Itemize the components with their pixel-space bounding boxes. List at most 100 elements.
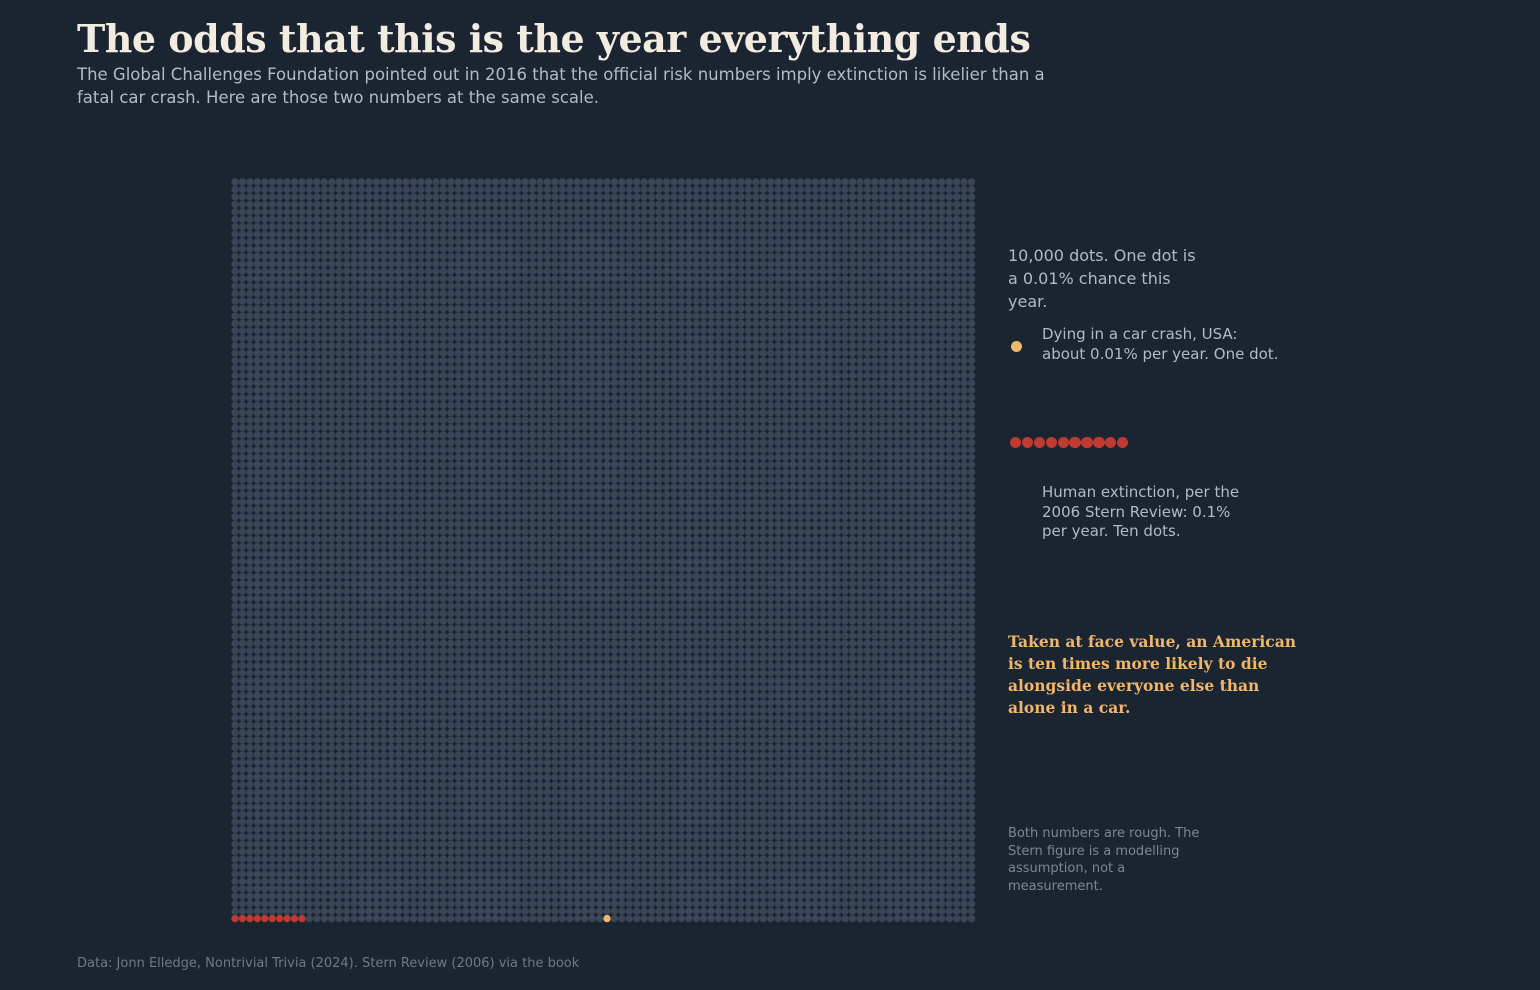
grid-dot — [685, 215, 693, 223]
grid-dot — [357, 245, 366, 253]
grid-dot — [952, 483, 961, 491]
grid-dot — [618, 483, 626, 491]
grid-dot — [930, 416, 939, 424]
grid-dot — [744, 349, 753, 357]
grid-dot — [275, 319, 284, 328]
grid-dot — [588, 490, 596, 499]
grid-dot — [908, 252, 916, 261]
grid-dot — [551, 341, 559, 350]
grid-dot — [960, 178, 968, 186]
grid-dot — [432, 222, 440, 231]
grid-dot — [387, 483, 395, 491]
grid-dot — [774, 341, 782, 350]
grid-dot — [677, 341, 686, 350]
grid-dot — [878, 498, 886, 506]
grid-dot — [833, 401, 842, 409]
grid-dot — [960, 245, 968, 253]
grid-dot — [521, 483, 529, 491]
grid-dot — [328, 193, 336, 201]
grid-dot — [514, 178, 522, 186]
grid-dot — [491, 237, 500, 246]
grid-dot — [573, 371, 581, 380]
grid-dot — [863, 267, 872, 275]
grid-dot — [819, 475, 827, 484]
grid-dot — [952, 200, 961, 209]
grid-dot — [365, 245, 373, 253]
grid-dot — [328, 505, 336, 514]
grid-dot — [811, 535, 820, 543]
grid-dot — [841, 304, 849, 313]
grid-dot — [514, 401, 522, 409]
grid-dot — [566, 535, 574, 543]
grid-dot — [811, 446, 820, 454]
grid-dot — [350, 527, 358, 536]
grid-dot — [365, 215, 373, 223]
grid-dot — [685, 468, 693, 476]
grid-dot — [357, 200, 366, 209]
grid-dot — [275, 260, 284, 268]
grid-dot — [655, 208, 663, 216]
grid-dot — [886, 416, 894, 424]
grid-dot — [819, 371, 827, 380]
grid-dot — [551, 297, 559, 305]
grid-dot — [744, 483, 753, 491]
grid-dot — [566, 230, 574, 238]
grid-dot — [432, 200, 440, 209]
grid-dot — [610, 520, 619, 528]
grid-dot — [409, 505, 418, 514]
grid-dot — [633, 297, 641, 305]
grid-dot — [365, 453, 373, 461]
grid-dot — [350, 379, 358, 387]
grid-dot — [781, 498, 790, 506]
grid-dot — [320, 222, 328, 231]
grid-dot — [261, 468, 269, 476]
grid-dot — [551, 349, 559, 357]
grid-dot — [588, 312, 596, 320]
grid-dot — [506, 453, 514, 461]
grid-dot — [491, 208, 500, 216]
grid-dot — [588, 431, 596, 439]
grid-dot — [499, 178, 507, 186]
grid-dot — [647, 193, 656, 201]
grid-dot — [290, 431, 299, 439]
grid-dot — [938, 327, 946, 335]
grid-dot — [945, 237, 953, 246]
grid-dot — [625, 423, 634, 432]
grid-dot — [350, 542, 358, 551]
grid-dot — [514, 505, 522, 514]
grid-dot — [848, 535, 857, 543]
grid-dot — [447, 490, 455, 499]
grid-dot — [484, 438, 492, 447]
grid-dot — [938, 483, 946, 491]
grid-dot — [714, 267, 723, 275]
grid-dot — [848, 505, 857, 514]
grid-dot — [528, 446, 537, 454]
grid-dot — [424, 475, 433, 484]
grid-dot — [342, 490, 351, 499]
grid-dot — [662, 304, 671, 313]
grid-dot — [886, 513, 894, 521]
grid-dot — [967, 289, 976, 298]
grid-dot — [290, 356, 299, 365]
grid-dot — [432, 401, 440, 409]
grid-dot — [298, 193, 306, 201]
grid-dot — [543, 431, 552, 439]
grid-dot — [558, 267, 567, 275]
grid-dot — [283, 490, 291, 499]
grid-dot — [819, 446, 827, 454]
grid-dot — [268, 215, 276, 223]
grid-dot — [766, 304, 775, 313]
grid-dot — [521, 505, 529, 514]
grid-dot — [305, 535, 314, 543]
grid-dot — [566, 542, 574, 551]
grid-dot — [826, 260, 834, 268]
grid-dot — [915, 297, 924, 305]
grid-dot — [692, 461, 700, 469]
grid-dot — [432, 237, 440, 246]
grid-dot — [841, 401, 849, 409]
grid-dot — [238, 319, 247, 328]
grid-dot — [357, 208, 366, 216]
grid-dot — [238, 364, 247, 372]
grid-dot — [893, 416, 901, 424]
grid-dot — [469, 215, 477, 223]
